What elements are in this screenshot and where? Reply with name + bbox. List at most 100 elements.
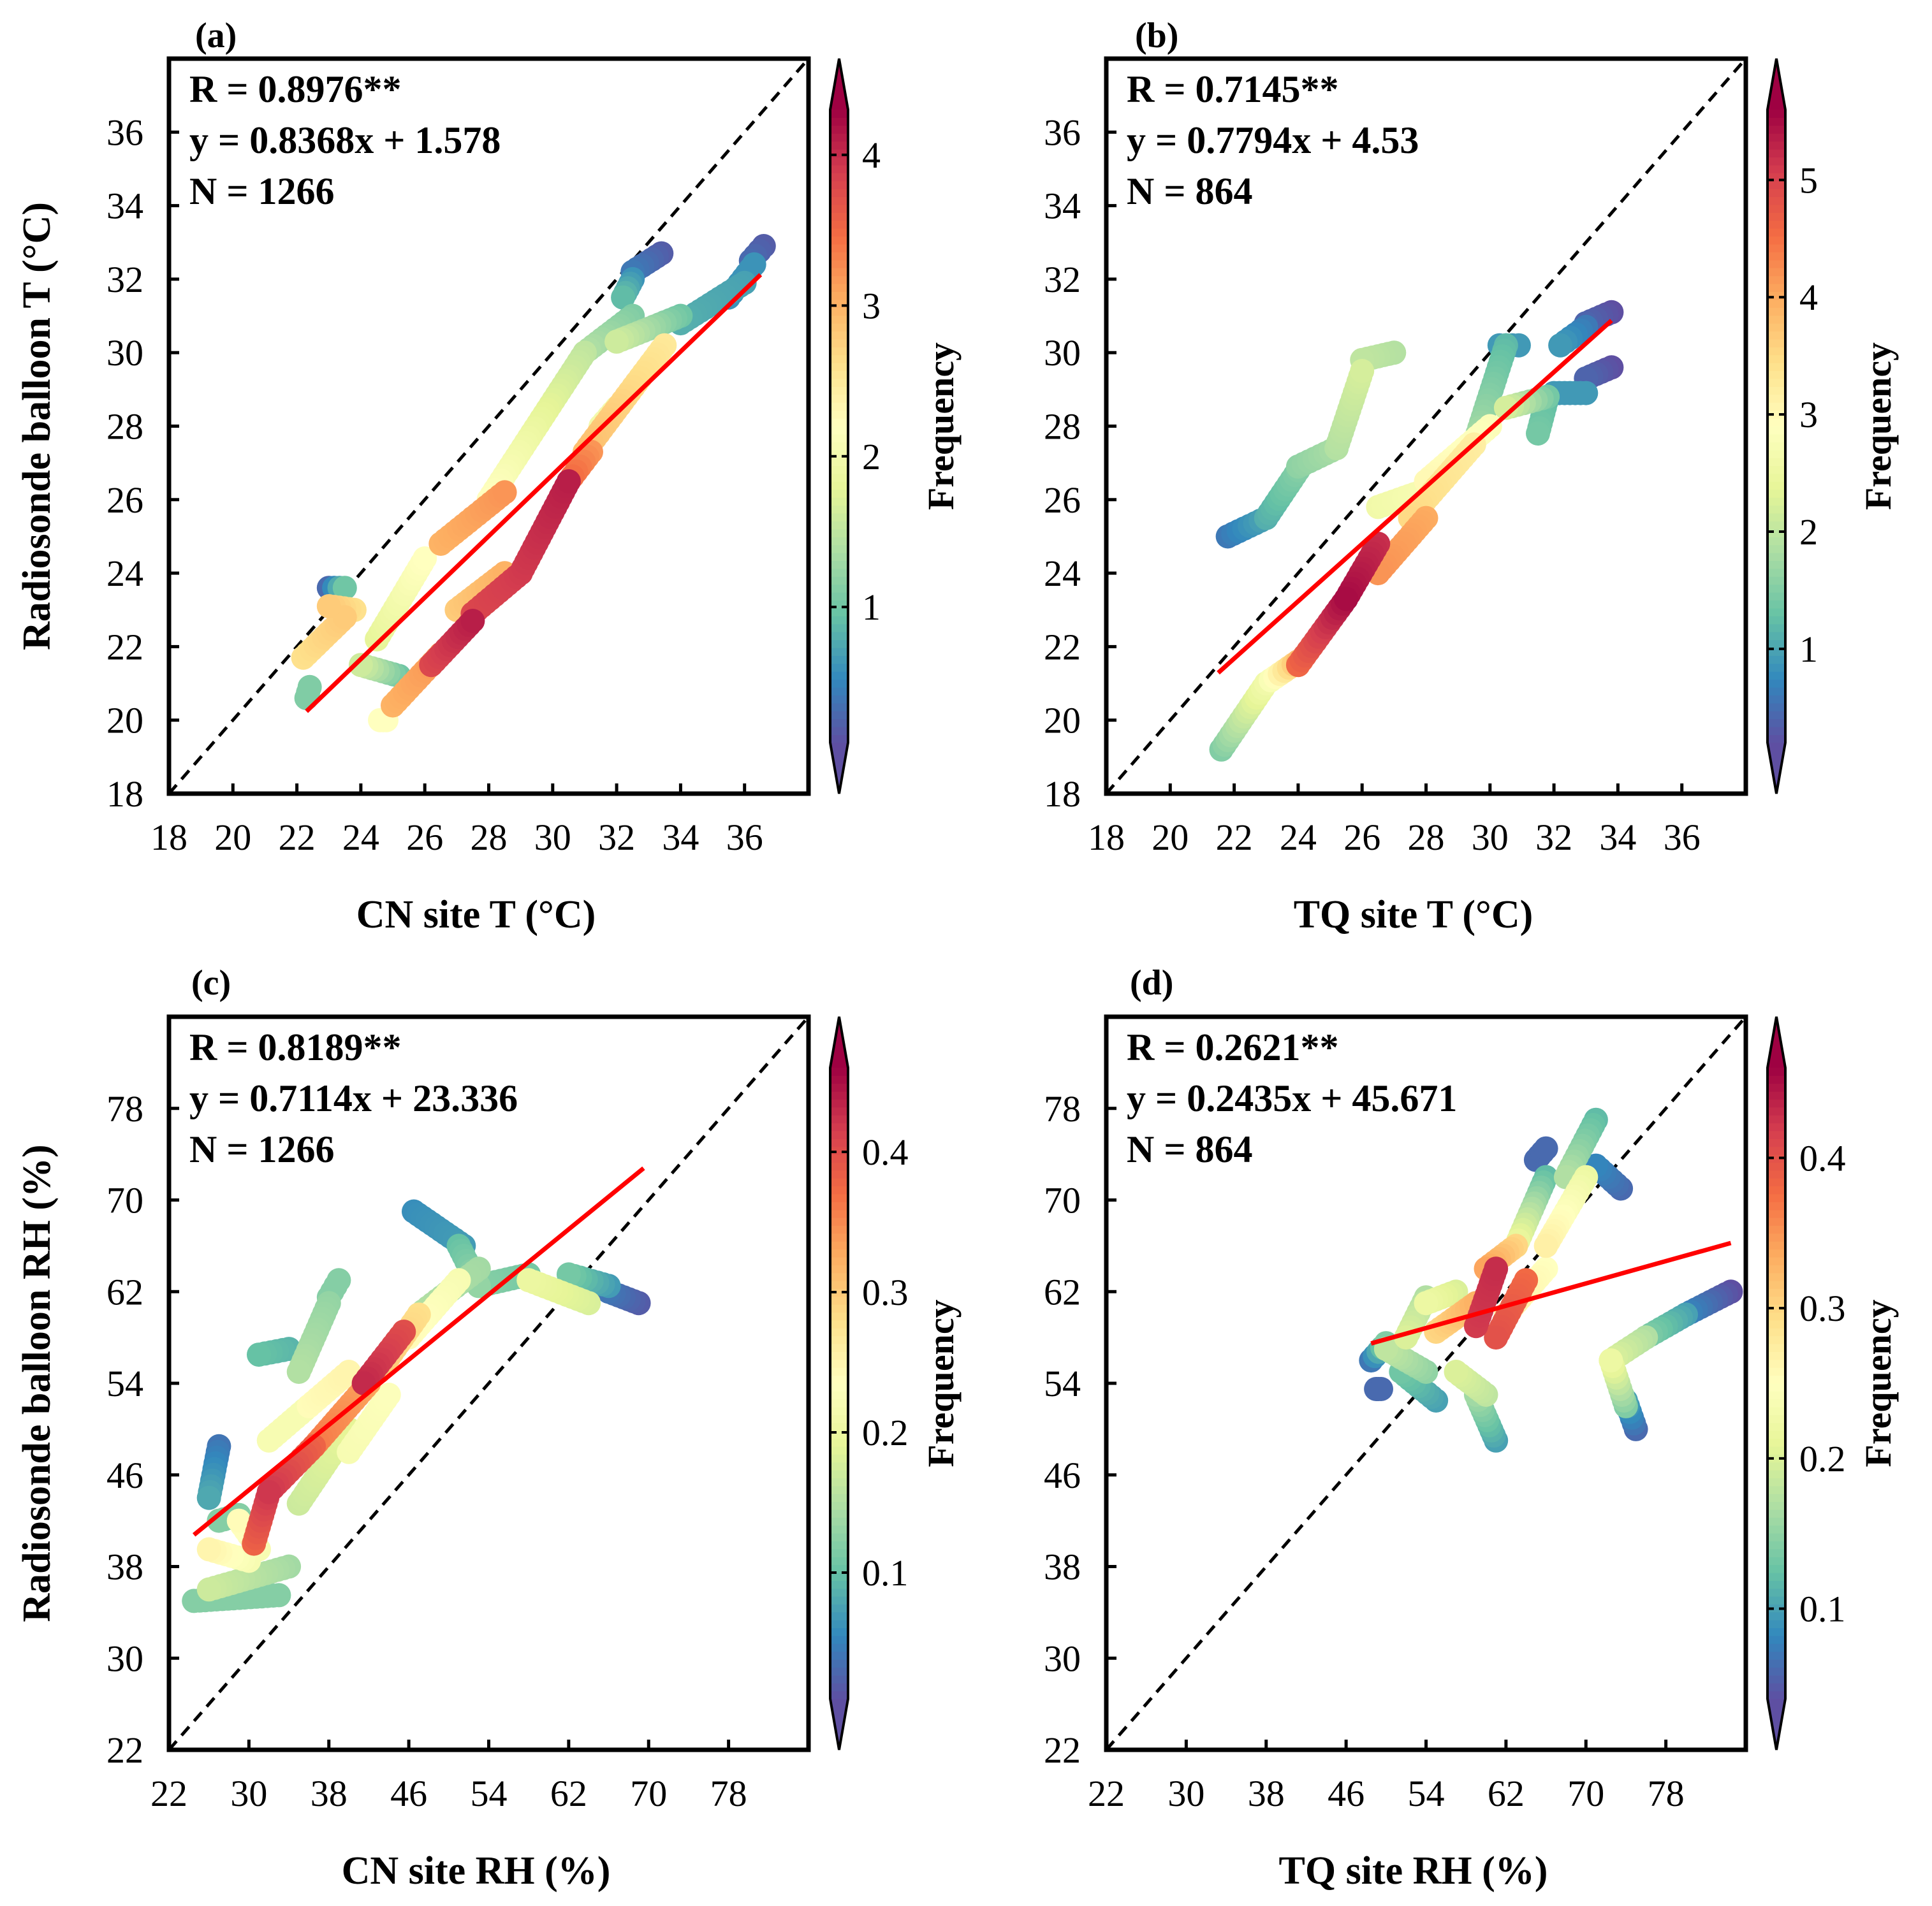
colorbar-cell [1767,1225,1785,1234]
y-tick-label: 22 [106,626,143,667]
colorbar-cell [1767,1627,1785,1636]
y-tick-label: 30 [1044,332,1081,374]
colorbar-cell [830,1170,848,1179]
colorbar-tick-label: 4 [862,135,881,176]
colorbar-cell [830,695,848,704]
stat-line-2: y = 0.7114x + 23.336 [189,1077,518,1119]
colorbar-cell [1767,323,1785,332]
colorbar-cell [830,497,848,506]
x-axis-label: CN site T (°C) [356,893,596,936]
colorbar-cell [830,1083,848,1092]
colorbar-cell [830,623,848,632]
colorbar-tick-label: 0.2 [862,1412,909,1453]
data-point [326,1268,351,1293]
panel-b: (b) 18 20 22 24 26 28 30 32 34 361820222426283032… [1044,16,1899,936]
colorbar-cell [830,1186,848,1195]
colorbar-extend-max [830,59,848,110]
colorbar-cell [1767,710,1785,720]
colorbar-cell [830,1478,848,1487]
colorbar-cell [830,1390,848,1400]
y-tick-label: 18 [106,773,143,815]
colorbar-cell [1767,1170,1785,1179]
colorbar-cell [1767,228,1785,237]
colorbar-cell [830,1469,848,1478]
colorbar-cell [1767,1233,1785,1242]
colorbar-cell [1767,1572,1785,1581]
colorbar-cell [1767,244,1785,252]
data-point [1444,1360,1468,1384]
colorbar-cell [1767,1107,1785,1116]
colorbar-cell [1767,354,1785,363]
x-tick-label: 54 [471,1773,508,1814]
colorbar-cell [830,291,848,300]
colorbar-cell [830,505,848,514]
colorbar-cell [830,679,848,688]
colorbar-cell [1767,718,1785,727]
colorbar-cell [1767,1525,1785,1534]
y-axis-label: Radiosonde balloon RH (%) [15,1144,59,1622]
colorbar-cell [1767,1659,1785,1668]
colorbar-cell [1767,1493,1785,1502]
colorbar-cell [1767,1288,1785,1297]
colorbar-cell [830,172,848,182]
colorbar-cell [830,1312,848,1321]
colorbar-cell [1767,125,1785,134]
y-tick-label: 46 [1044,1455,1081,1496]
colorbar-cell [830,1304,848,1313]
data-point [196,1485,221,1510]
y-tick-label: 26 [1044,479,1081,521]
y-tick-label: 38 [1044,1546,1081,1588]
colorbar-cell [830,228,848,237]
colorbar-cell [1767,283,1785,292]
colorbar-cell [830,1643,848,1652]
x-tick-label: 18 [1088,817,1125,858]
colorbar-label: Frequency [1857,1299,1899,1467]
one-to-one-line [169,59,809,794]
colorbar-cell [1767,299,1785,308]
colorbar-cell [830,1691,848,1699]
panel-label-d: (d) [1130,963,1173,1003]
x-tick-label: 62 [550,1773,587,1814]
colorbar-cell [830,433,848,442]
data-point [611,285,636,310]
colorbar-cell [830,1130,848,1139]
colorbar-cell [1767,236,1785,245]
colorbar-cell [830,1359,848,1368]
colorbar-tick-label: 2 [862,436,881,477]
plot-inner [169,1017,809,1750]
colorbar-cell [830,1335,848,1344]
colorbar-extend-min [1767,743,1785,794]
colorbar-cell [1767,378,1785,387]
colorbar-tick-label: 0.3 [1799,1288,1846,1329]
colorbar-cell [830,141,848,150]
x-tick-label: 24 [1280,817,1317,858]
colorbar-cell [830,315,848,324]
colorbar-cell [1767,1114,1785,1124]
x-tick-label: 28 [1408,817,1445,858]
stat-line-2: y = 0.2435x + 45.671 [1127,1077,1457,1119]
colorbar-cell [830,1114,848,1124]
colorbar-cell [1767,1272,1785,1281]
y-tick-label: 54 [1044,1363,1081,1404]
plot-area-a: 18 20 22 24 26 28 30 32 34 3618202224262830323436… [15,56,962,936]
x-tick-label: 46 [1328,1773,1365,1814]
colorbar-cell [830,1446,848,1455]
colorbar-cell [1767,180,1785,189]
x-tick-label: 78 [1648,1773,1685,1814]
colorbar-cell [830,1225,848,1234]
colorbar-cell [1767,1367,1785,1376]
colorbar-cell [1767,734,1785,743]
scatter-points [1359,1107,1743,1453]
stat-line-3: N = 864 [1127,1128,1253,1170]
data-point [1574,381,1599,405]
colorbar-cell [830,710,848,720]
colorbar-cell [1767,1509,1785,1518]
colorbar-cell [1767,196,1785,205]
colorbar-tick-label: 0.1 [1799,1589,1846,1630]
colorbar-cell [830,180,848,189]
data-point [196,1577,221,1602]
colorbar-cell [830,204,848,213]
colorbar-cell [1767,1177,1785,1187]
colorbar-cell [1767,315,1785,324]
colorbar-cell [1767,1682,1785,1692]
